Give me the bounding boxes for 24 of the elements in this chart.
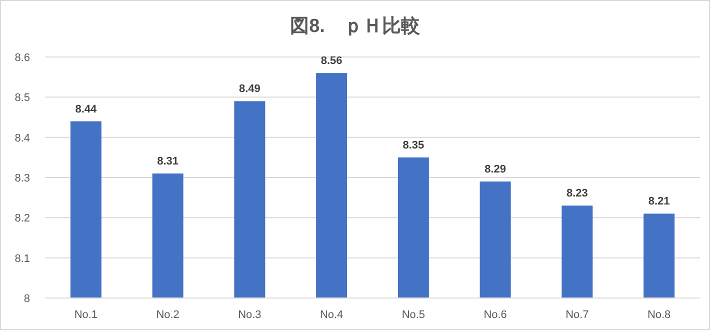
data-label: 8.44 (75, 103, 98, 116)
data-label: 8.29 (484, 164, 506, 176)
data-label: 8.35 (402, 139, 424, 152)
data-label: 8.56 (320, 55, 342, 68)
x-tick-label: No.6 (484, 309, 507, 321)
data-label: 8.23 (566, 188, 588, 200)
data-label: 8.21 (648, 196, 670, 208)
data-label: 8.31 (157, 155, 179, 168)
y-tick-label: 8.1 (14, 252, 30, 265)
y-tick-label: 8.6 (14, 52, 30, 64)
y-tick-label: 8.4 (14, 132, 30, 144)
x-tick-label: No.3 (238, 309, 262, 321)
x-tick-label: No.2 (156, 309, 180, 321)
x-tick-label: No.1 (74, 309, 98, 321)
x-tick-label: No.4 (320, 309, 344, 321)
data-label: 8.49 (238, 83, 260, 96)
y-tick-label: 8.2 (14, 212, 30, 225)
y-tick-label: 8 (24, 293, 30, 305)
y-tick-label: 8.3 (14, 172, 30, 184)
chart-title: 図8. ｐＨ比較 (290, 15, 421, 37)
y-tick-label: 8.5 (14, 92, 30, 104)
x-tick-label: No.7 (566, 309, 589, 321)
x-tick-label: No.8 (647, 309, 671, 321)
x-tick-label: No.5 (402, 309, 426, 321)
